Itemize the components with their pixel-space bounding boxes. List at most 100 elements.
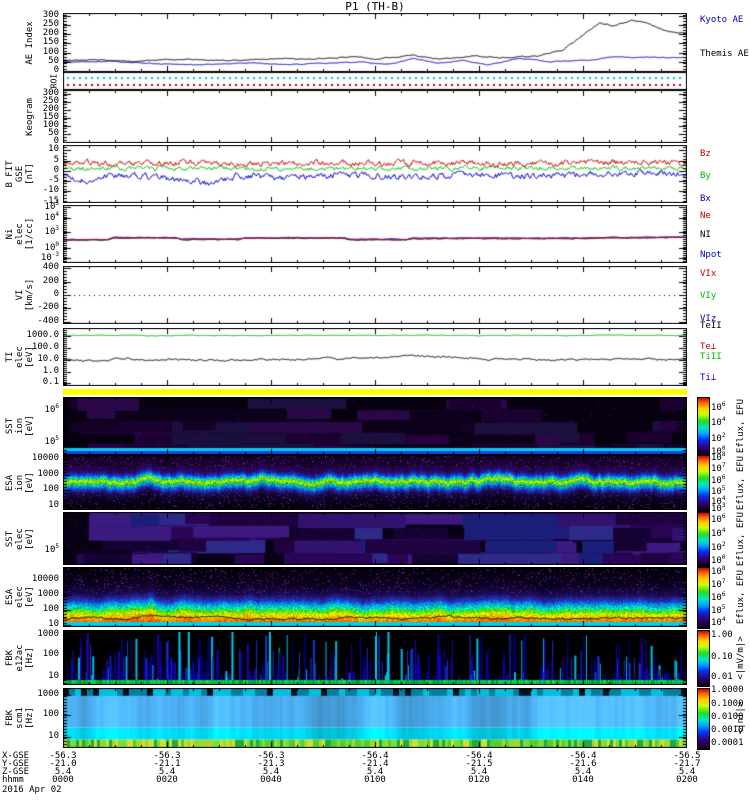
fbk-e-spec-ytick: 100 xyxy=(42,648,59,659)
colorbar-5-tick: 0.0100 xyxy=(711,712,744,722)
keogram-ytick: 100 xyxy=(42,120,59,131)
esa-elec-spec-ytick: 1000 xyxy=(37,589,59,600)
ae-index-ytick: 100 xyxy=(42,46,59,57)
ni-density-canvas xyxy=(63,205,687,263)
vi-velocity-series-label-vix: VIx xyxy=(700,269,717,279)
date-label: 2016 Apr 02 xyxy=(2,785,62,795)
keogram-ytick: 200 xyxy=(42,104,59,115)
b-fit-gse-ytick: 0 xyxy=(53,165,59,176)
colorbar-1 xyxy=(697,455,710,512)
sst-ion-spec-axis-label: ion xyxy=(15,417,25,435)
colorbar-0 xyxy=(697,397,710,457)
esa-elec-spec-ytick: 100 xyxy=(42,604,59,615)
axis-value-y-0020: -21.1 xyxy=(153,759,181,769)
sst-ion-spec-ytick: 105 xyxy=(44,435,59,448)
colorbar-1-tick: 106 xyxy=(711,473,726,486)
axis-value-y-0140: -21.6 xyxy=(569,759,597,769)
colorbar-1-tick: 103 xyxy=(711,502,726,515)
sst-ion-spec-ytick: 106 xyxy=(44,402,59,415)
sst-ion-spec-canvas xyxy=(63,397,687,455)
axis-value-z-0040: 5.4 xyxy=(262,767,280,777)
vi-velocity-ytick: 200 xyxy=(42,275,59,286)
esa-elec-spec-canvas xyxy=(63,567,687,627)
ti-temperature-ytick: 1.0 xyxy=(42,366,59,377)
axis-value-z-0100: 5.4 xyxy=(366,767,384,777)
colorbar-2-unit: Eflux, EFU xyxy=(736,511,746,566)
axis-value-x-0040: -56.3 xyxy=(257,751,285,761)
colorbar-1-unit: Eflux, EFU xyxy=(736,455,746,510)
colorbar-0-tick: 102 xyxy=(711,431,726,444)
colorbar-1-tick: 108 xyxy=(711,450,726,463)
colorbar-5-tick: 0.1000 xyxy=(711,698,744,709)
colorbar-3-tick: 105 xyxy=(711,604,726,617)
vi-velocity-ytick: -400 xyxy=(37,315,59,326)
keogram-canvas xyxy=(63,90,687,143)
ti-temperature-series-label-te: Te⊥ xyxy=(700,342,717,352)
colorbar-5-tick: 0.0001 xyxy=(711,737,744,748)
ae-index-ytick: 200 xyxy=(42,28,59,39)
keogram-ytick: 150 xyxy=(42,112,59,123)
plot-title: P1 (TH-B) xyxy=(345,0,405,13)
axis-row-label-x: X-GSE xyxy=(2,751,30,761)
sst-elec-spec-canvas xyxy=(63,512,687,565)
vi-velocity-ytick: 400 xyxy=(42,262,59,273)
fbk-b-spec-canvas xyxy=(63,688,687,748)
axis-value-hhmm-0140: 0140 xyxy=(572,775,594,785)
flag-strip xyxy=(63,389,687,395)
ae-index-ytick: 250 xyxy=(42,19,59,30)
b-fit-gse-series-label-bx: Bx xyxy=(700,194,711,204)
colorbar-5-unit: <|nT|> xyxy=(736,701,746,735)
axis-value-hhmm-0040: 0040 xyxy=(260,775,282,785)
colorbar-2-tick: 100 xyxy=(711,554,726,567)
axis-value-z-0200: 5.4 xyxy=(678,767,696,777)
colorbar-1-tick: 104 xyxy=(711,495,726,508)
keogram-ytick: 300 xyxy=(42,88,59,99)
ae-index-series-label-themisae: Themis AE xyxy=(700,49,749,59)
keogram-ytick: 0 xyxy=(53,135,59,146)
axis-value-z-0140: 5.4 xyxy=(574,767,592,777)
ni-density-ytick: 100 xyxy=(44,240,59,253)
colorbar-4 xyxy=(697,630,710,687)
colorbar-4-tick: 0.10 xyxy=(711,651,733,662)
ni-density-series-label-npot: Npot xyxy=(700,250,722,260)
colorbar-0-unit: Eflux, EFU xyxy=(736,398,746,454)
esa-ion-spec-canvas xyxy=(63,455,687,510)
ni-density-series-label-ne: Ne xyxy=(700,211,711,221)
axis-value-x-0120: -56.4 xyxy=(465,751,493,761)
axis-value-x-0000: -56.3 xyxy=(49,751,77,761)
sst-elec-spec-ytick: 105 xyxy=(44,543,59,556)
ti-temperature-canvas xyxy=(63,328,687,386)
fbk-e-spec-ytick: 1000 xyxy=(37,628,59,639)
axis-value-z-0120: 5.4 xyxy=(470,767,488,777)
axis-value-x-0200: -56.5 xyxy=(673,751,701,761)
ni-density-ytick: 10-3 xyxy=(40,251,59,264)
axis-value-hhmm-0120: 0120 xyxy=(468,775,490,785)
axis-row-label-z: Z-GSE xyxy=(2,767,30,777)
colorbar-4-unit: <|mV/m|> xyxy=(736,635,746,680)
colorbar-0-tick: 100 xyxy=(711,445,726,458)
ti-temperature-ytick: 10.0 xyxy=(37,353,59,364)
vi-velocity-series-label-viy: VIy xyxy=(700,291,717,301)
colorbar-4-tick: 0.01 xyxy=(711,672,733,683)
axis-value-y-0200: -21.7 xyxy=(673,759,701,769)
sst-ion-spec-axis-label: [eV] xyxy=(25,415,35,437)
colorbar-3-tick: 106 xyxy=(711,591,726,604)
ae-index-series-label-kyotoae: Kyoto AE xyxy=(700,15,744,25)
colorbar-3-unit: Eflux, EFU xyxy=(736,569,746,625)
fbk-e-spec-ytick: 10 xyxy=(48,670,59,681)
colorbar-3-tick: 104 xyxy=(711,616,726,629)
esa-ion-spec-ytick: 100 xyxy=(42,484,59,495)
vi-velocity-ytick: 0 xyxy=(53,289,59,299)
axis-row-label-y: Y-GSE xyxy=(2,759,30,769)
axis-row-label-hhmm: hhmm xyxy=(2,775,24,785)
colorbar-0-tick: 106 xyxy=(711,401,726,414)
fbk-b-spec-ytick: 1000 xyxy=(37,689,59,700)
colorbar-5-tick: 1.0000 xyxy=(711,685,744,695)
ti-temperature-series-label-teii: TeII xyxy=(700,321,722,331)
b-fit-gse-canvas xyxy=(63,145,687,203)
vi-velocity-canvas xyxy=(63,266,687,324)
ni-density-ytick: 103 xyxy=(44,224,59,237)
esa-elec-spec-ytick: 10000 xyxy=(31,574,59,585)
b-fit-gse-ytick: -10 xyxy=(42,185,59,196)
